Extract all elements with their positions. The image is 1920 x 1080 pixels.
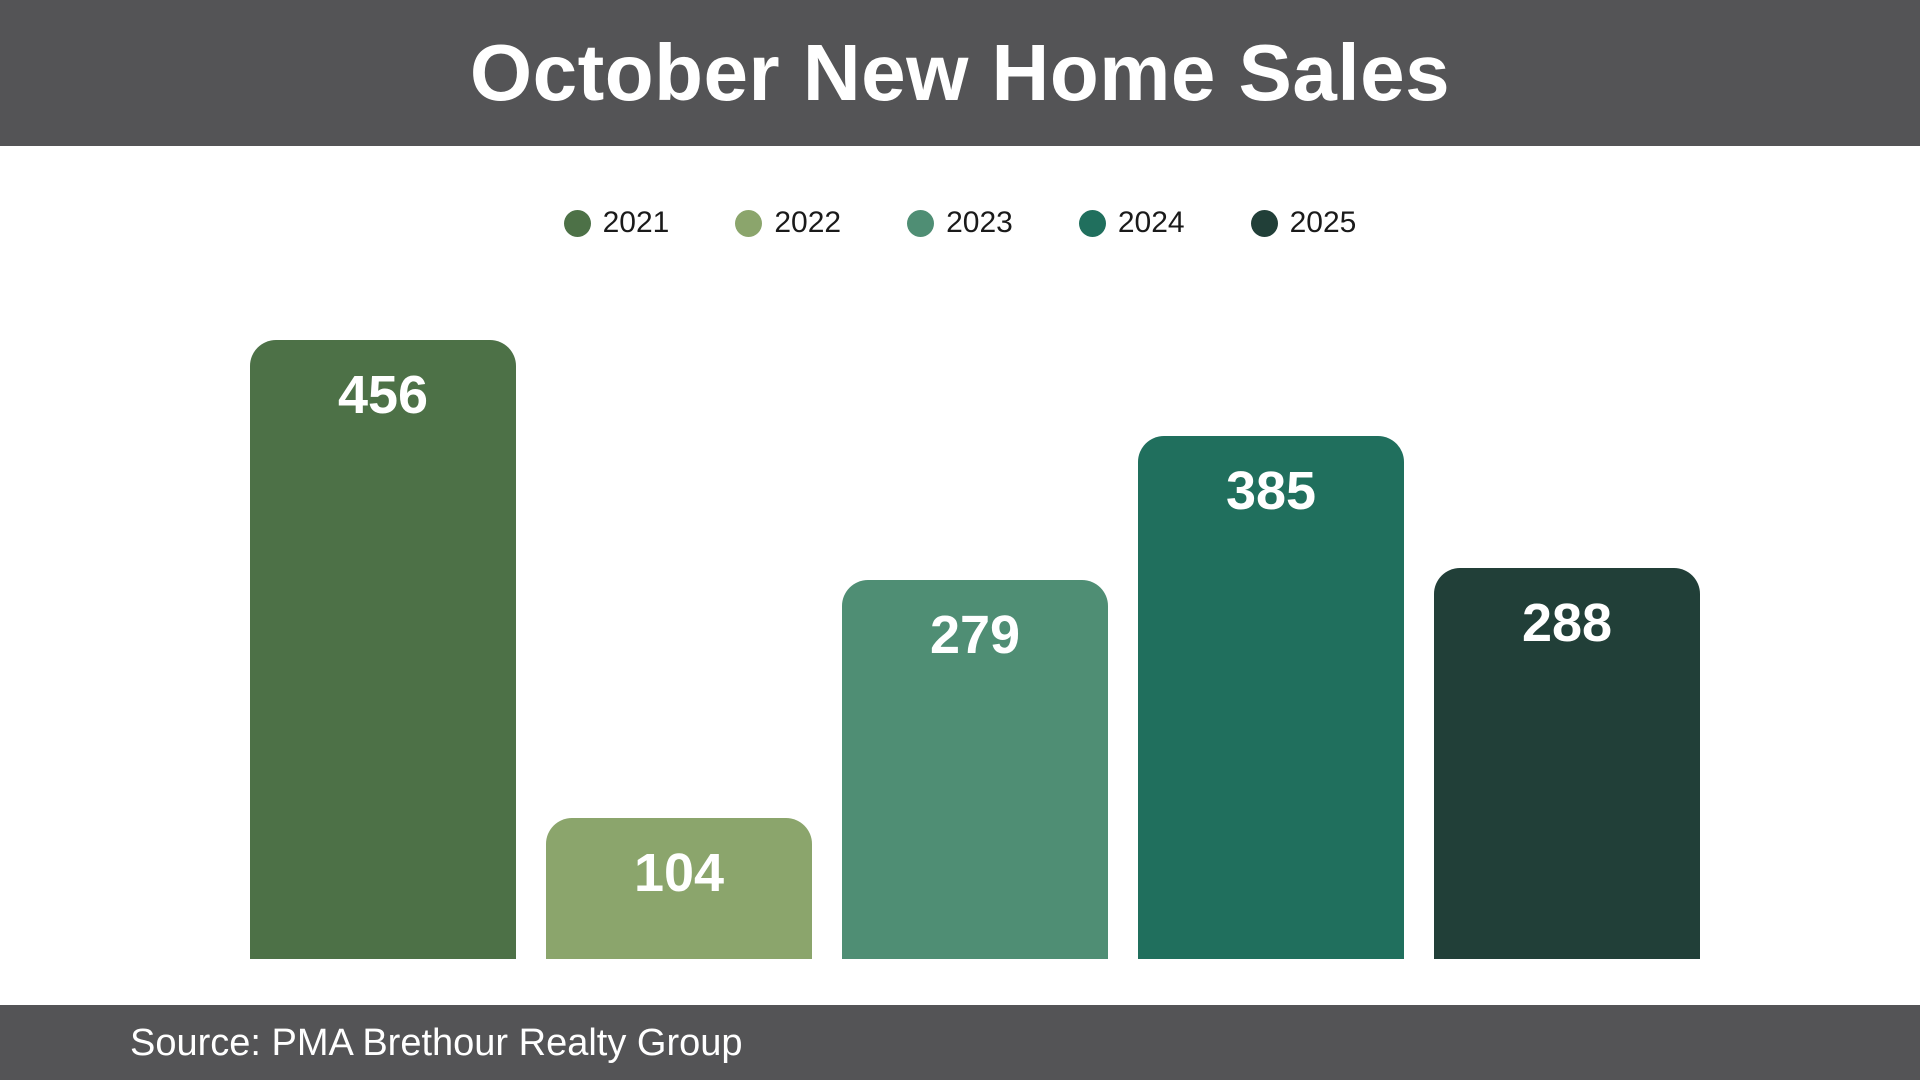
source-text: Source: PMA Brethour Realty Group: [130, 1021, 743, 1064]
legend-item-2021: 2021: [563, 206, 670, 239]
bar-2025: 288: [1434, 568, 1700, 959]
legend-swatch-icon: [563, 209, 591, 237]
legend-swatch-icon: [1250, 209, 1278, 237]
legend-label: 2025: [1289, 206, 1357, 239]
legend-label: 2024: [1117, 206, 1185, 239]
legend-item-2024: 2024: [1078, 206, 1185, 239]
legend-label: 2023: [946, 206, 1013, 239]
bar-value-label: 456: [337, 365, 429, 425]
legend-swatch-icon: [907, 209, 935, 237]
bar-value-label: 288: [1521, 593, 1613, 653]
legend-swatch-icon: [1078, 209, 1106, 237]
chart-legend: 2021 2022 2023 2024 2025: [0, 208, 1920, 238]
bar-2023: 279: [842, 580, 1108, 959]
legend-label: 2022: [774, 206, 842, 239]
bar-2024: 385: [1138, 436, 1404, 959]
title-bar: October New Home Sales: [0, 0, 1920, 146]
bar-value-label: 104: [633, 843, 725, 903]
bar-value-label: 279: [929, 605, 1021, 665]
legend-swatch-icon: [735, 209, 763, 237]
legend-item-2022: 2022: [735, 208, 841, 238]
legend-item-2023: 2023: [907, 208, 1013, 238]
bar-2022: 104: [546, 818, 812, 959]
legend-item-2025: 2025: [1250, 206, 1357, 239]
bar-value-label: 385: [1225, 461, 1317, 521]
legend-label: 2021: [602, 206, 670, 239]
bar-2021: 456: [250, 340, 516, 959]
source-bar: Source: PMA Brethour Realty Group: [0, 1005, 1920, 1080]
page-title: October New Home Sales: [469, 28, 1451, 117]
